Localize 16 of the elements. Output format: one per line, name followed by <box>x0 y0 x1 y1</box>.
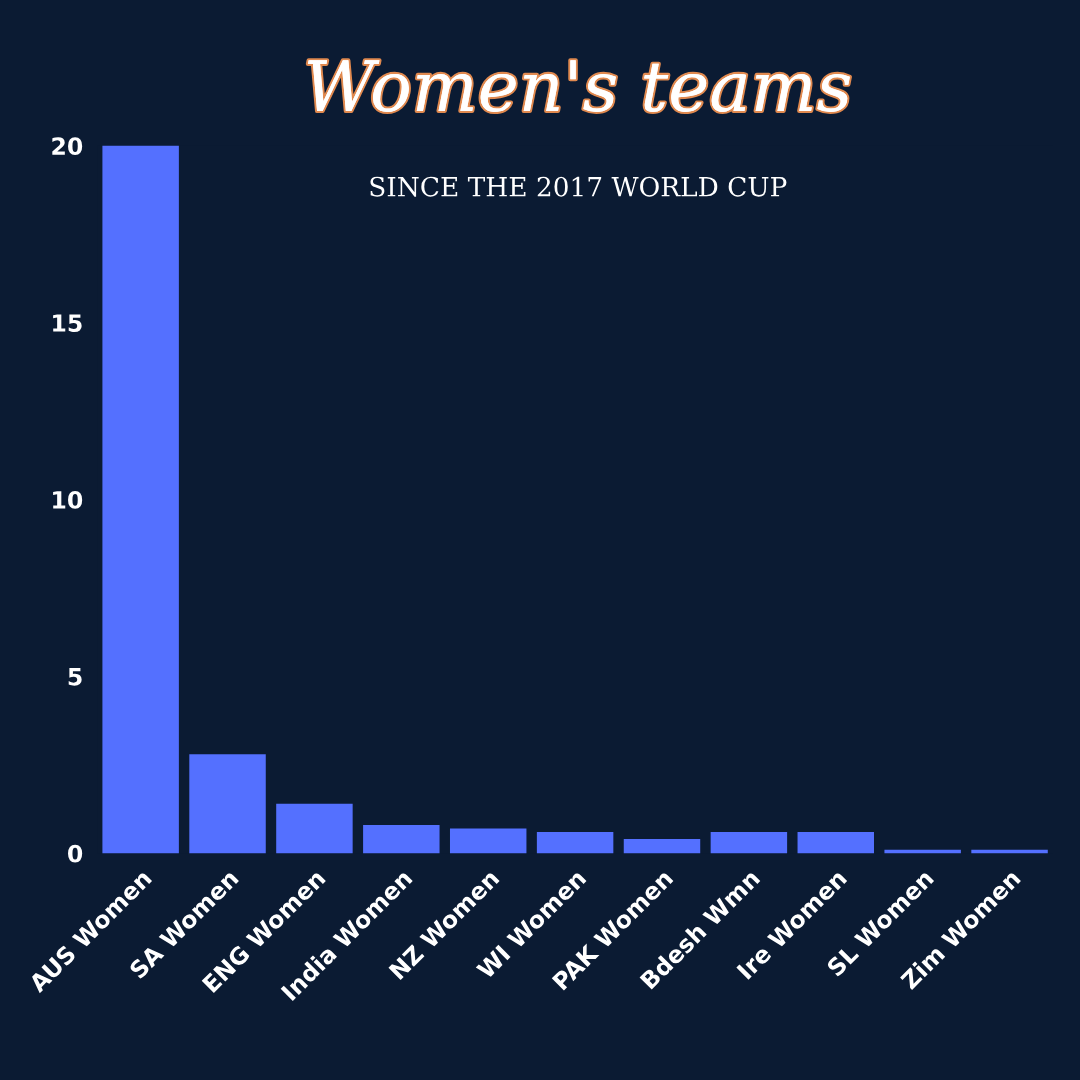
y-tick-label: 20 <box>52 137 83 156</box>
y-tick-label: 10 <box>53 490 83 509</box>
bar <box>710 831 788 854</box>
bar <box>102 145 179 854</box>
chart-title: Women's teams <box>307 60 850 112</box>
bar <box>797 831 874 854</box>
y-tick-label: 15 <box>53 314 82 332</box>
text: SINCE THE 2017 WORLD CUP <box>370 176 787 197</box>
bar <box>623 839 701 854</box>
y-tick-label: 0 <box>68 844 83 863</box>
bar <box>449 828 527 854</box>
bar <box>536 831 614 854</box>
y-tick-label: 5 <box>68 668 82 686</box>
bar <box>276 803 353 854</box>
bar <box>189 754 266 854</box>
bar <box>363 824 440 854</box>
